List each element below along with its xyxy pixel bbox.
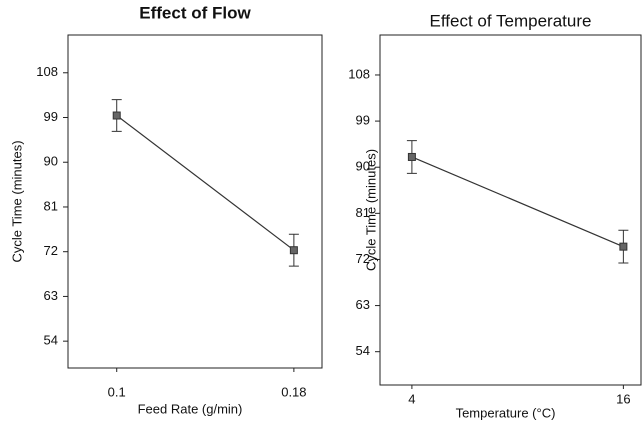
y-axis-title: Cycle Time (minutes) [363, 149, 378, 271]
y-tick-label: 54 [44, 333, 58, 348]
data-line [116, 115, 295, 251]
y-tick-label: 72 [356, 251, 370, 266]
chart-title: Effect of Flow [139, 3, 251, 22]
y-tick-label: 81 [356, 205, 370, 220]
data-point [112, 111, 121, 120]
data-point [289, 246, 298, 255]
data-point [619, 242, 628, 251]
y-tick-label: 108 [348, 66, 370, 81]
x-axis-title: Temperature (°C) [456, 405, 556, 420]
x-tick-label: 16 [616, 391, 630, 406]
plot-frame [379, 34, 642, 386]
y-tick-label: 81 [44, 198, 58, 213]
x-tick-label: 0.18 [281, 384, 306, 399]
y-tick-label: 99 [44, 109, 58, 124]
y-tick-label: 108 [36, 64, 58, 79]
y-tick-label: 54 [356, 343, 370, 358]
y-axis-title: Cycle Time (minutes) [9, 140, 24, 262]
plot-frame [67, 34, 323, 369]
x-tick-label: 0.1 [108, 384, 126, 399]
data-line [411, 156, 624, 248]
data-point [407, 152, 416, 161]
chart-title: Effect of Temperature [430, 11, 592, 30]
y-tick-label: 63 [44, 288, 58, 303]
x-tick-label: 4 [408, 391, 415, 406]
y-tick-label: 99 [356, 113, 370, 128]
y-tick-label: 90 [44, 154, 58, 169]
y-tick-label: 72 [44, 243, 58, 258]
x-axis-title: Feed Rate (g/min) [138, 401, 243, 416]
y-tick-label: 63 [356, 297, 370, 312]
y-tick-label: 90 [356, 159, 370, 174]
